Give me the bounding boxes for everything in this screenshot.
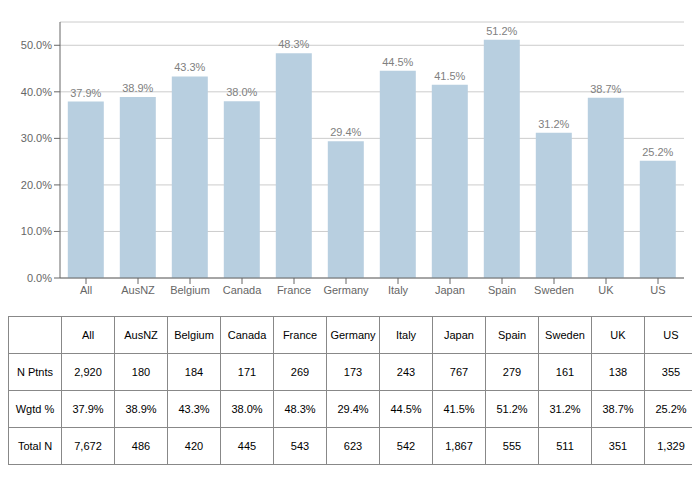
html-text:AusNZ: AusNZ bbox=[124, 329, 158, 341]
svg-text:30.0%: 30.0% bbox=[21, 132, 52, 144]
html-text:37.9%: 37.9% bbox=[72, 403, 104, 415]
html-text:Sweden: Sweden bbox=[545, 329, 585, 341]
svg-text:Spain: Spain bbox=[488, 284, 516, 296]
html-text:184: 184 bbox=[184, 366, 204, 378]
svg-text:US: US bbox=[650, 284, 665, 296]
html-text:171: 171 bbox=[237, 366, 257, 378]
svg-text:Japan: Japan bbox=[435, 284, 465, 296]
html-text:41.5%: 41.5% bbox=[443, 403, 475, 415]
html-text:Germany: Germany bbox=[330, 329, 376, 341]
svg-text:40.0%: 40.0% bbox=[21, 86, 52, 98]
html-text:542: 542 bbox=[396, 440, 416, 452]
svg-text:48.3%: 48.3% bbox=[278, 38, 309, 50]
html-text:51.2%: 51.2% bbox=[496, 403, 528, 415]
svg-text:51.2%: 51.2% bbox=[486, 25, 517, 37]
svg-text:Sweden: Sweden bbox=[534, 284, 574, 296]
svg-text:37.9%: 37.9% bbox=[70, 87, 101, 99]
svg-text:France: France bbox=[277, 284, 311, 296]
html-text:Wgtd %: Wgtd % bbox=[15, 403, 55, 415]
svg-text:AusNZ: AusNZ bbox=[121, 284, 155, 296]
html-text:Belgium: Belgium bbox=[174, 329, 214, 341]
html-text:279: 279 bbox=[502, 366, 522, 378]
svg-text:43.3%: 43.3% bbox=[174, 61, 205, 73]
html-text:7,672: 7,672 bbox=[74, 440, 102, 452]
html-text:161: 161 bbox=[555, 366, 575, 378]
html-text:1,329: 1,329 bbox=[657, 440, 685, 452]
html-text:Japan: Japan bbox=[444, 329, 474, 341]
html-text:Spain: Spain bbox=[497, 329, 527, 341]
svg-text:Belgium: Belgium bbox=[170, 284, 210, 296]
html-text:767: 767 bbox=[449, 366, 469, 378]
svg-text:31.2%: 31.2% bbox=[538, 118, 569, 130]
html-text:All: All bbox=[81, 329, 95, 341]
html-text:Canada: Canada bbox=[227, 329, 267, 341]
svg-text:Canada: Canada bbox=[223, 284, 262, 296]
html-text:543: 543 bbox=[290, 440, 310, 452]
svg-text:44.5%: 44.5% bbox=[382, 56, 413, 68]
html-text:Italy: Italy bbox=[395, 329, 417, 341]
svg-text:UK: UK bbox=[598, 284, 614, 296]
html-text:38.0%: 38.0% bbox=[231, 403, 263, 415]
html-text:48.3%: 48.3% bbox=[284, 403, 316, 415]
html-text:29.4%: 29.4% bbox=[337, 403, 369, 415]
svg-text:29.4%: 29.4% bbox=[330, 126, 361, 138]
html-text:38.7%: 38.7% bbox=[602, 403, 634, 415]
svg-text:0.0%: 0.0% bbox=[27, 272, 52, 284]
html-text:38.9%: 38.9% bbox=[125, 403, 157, 415]
svg-text:Italy: Italy bbox=[388, 284, 409, 296]
html-text:555: 555 bbox=[502, 440, 522, 452]
html-text:44.5%: 44.5% bbox=[390, 403, 422, 415]
html-text:31.2%: 31.2% bbox=[549, 403, 581, 415]
html-text:351: 351 bbox=[608, 440, 628, 452]
html-text:138: 138 bbox=[608, 366, 628, 378]
html-text:420: 420 bbox=[184, 440, 204, 452]
html-text:US: US bbox=[663, 329, 679, 341]
html-text:269: 269 bbox=[290, 366, 310, 378]
html-text:486: 486 bbox=[131, 440, 151, 452]
svg-text:50.0%: 50.0% bbox=[21, 39, 52, 51]
html-text:1,867: 1,867 bbox=[445, 440, 473, 452]
html-text:France: France bbox=[282, 329, 318, 341]
svg-text:25.2%: 25.2% bbox=[642, 146, 673, 158]
html-text:Total N: Total N bbox=[17, 440, 53, 452]
svg-text:38.0%: 38.0% bbox=[226, 86, 257, 98]
html-text:2,920: 2,920 bbox=[74, 366, 102, 378]
html-text:43.3%: 43.3% bbox=[178, 403, 210, 415]
html-text:N Ptnts: N Ptnts bbox=[17, 366, 53, 378]
html-text:445: 445 bbox=[237, 440, 257, 452]
html-text:173: 173 bbox=[343, 366, 363, 378]
html-text:623: 623 bbox=[343, 440, 363, 452]
svg-text:Germany: Germany bbox=[323, 284, 369, 296]
svg-text:10.0%: 10.0% bbox=[21, 225, 52, 237]
svg-text:41.5%: 41.5% bbox=[434, 70, 465, 82]
svg-text:38.9%: 38.9% bbox=[122, 82, 153, 94]
html-text:25.2%: 25.2% bbox=[655, 403, 687, 415]
html-text:180: 180 bbox=[131, 366, 151, 378]
html-text:UK: UK bbox=[610, 329, 626, 341]
svg-text:All: All bbox=[80, 284, 92, 296]
svg-text:38.7%: 38.7% bbox=[590, 83, 621, 95]
html-text:243: 243 bbox=[396, 366, 416, 378]
html-text:511: 511 bbox=[556, 440, 574, 452]
svg-text:20.0%: 20.0% bbox=[21, 179, 52, 191]
html-text:355: 355 bbox=[661, 366, 681, 378]
